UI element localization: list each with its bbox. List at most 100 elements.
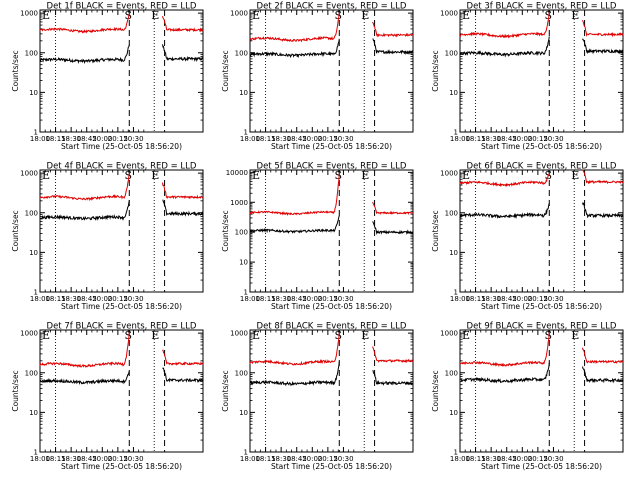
y-tick-label: 10 [239,409,248,417]
marker-e2-label: E [151,169,159,182]
y-tick-label: 1000 [230,330,248,338]
series-line-pre-lld [249,332,340,366]
x-tick-label: 18:30 [481,135,501,143]
y-tick-label: 10000 [226,169,248,177]
x-tick-label: 20:30 [123,455,143,463]
plot-frame [459,9,624,133]
y-axis-label: Counts/sec [221,370,230,411]
y-tick-label: 1 [244,449,248,457]
chart-title: Det 3f BLACK = Events, RED = LLD [467,2,617,12]
x-tick-label: 20:00 [302,135,322,143]
marker-e-label: E [42,329,50,342]
series-line-post-events [162,199,204,217]
series-line-post-lld [162,349,204,366]
y-tick-label: 1000 [440,10,458,18]
x-tick-label: 18:15 [255,455,275,463]
y-tick-label: 100 [445,49,458,57]
x-tick-label: 18:15 [45,455,65,463]
marker-e-label: E [462,9,470,22]
marker-e-label: E [252,169,260,182]
series-line-post-events [372,38,414,56]
series-line-pre-events [39,44,130,65]
y-axis-label: Counts/sec [431,210,440,251]
x-tick-label: 18:00 [240,455,260,463]
chart-title: Det 1f BLACK = Events, RED = LLD [47,2,197,12]
chart-panel-4: Det 4f BLACK = Events, RED = LLD 1 10 100 10… [11,162,204,311]
series-line-post-events [582,366,624,384]
y-tick-label: 10 [239,259,248,267]
y-tick-label: 1 [454,129,458,137]
y-tick-label: 100 [445,369,458,377]
series-line-pre-lld [39,332,130,369]
marker-s-label: S [545,9,553,22]
marker-e-label: E [42,9,50,22]
plot-frame [249,329,414,453]
series-line-post-lld [372,346,414,364]
marker-s-label: S [335,9,343,22]
marker-e-label: E [462,169,470,182]
marker-e2-label: E [361,9,369,22]
x-tick-label: 20:15 [528,135,548,143]
plot-frame [39,9,204,133]
x-tick-label: 18:45 [497,135,517,143]
series-line-post-lld [582,347,624,365]
y-tick-label: 100 [235,229,248,237]
x-tick-label: 20:30 [123,295,143,303]
x-tick-label: 18:00 [30,135,50,143]
series-line-pre-lld [459,173,550,188]
x-tick-label: 18:00 [450,295,470,303]
x-tick-label: 18:30 [271,135,291,143]
series-line-pre-lld [39,173,130,202]
chart-panel-2: Det 2f BLACK = Events, RED = LLD 1 10 100 10… [221,2,414,151]
x-tick-label: 18:30 [481,295,501,303]
marker-e2-label: E [571,329,579,342]
x-tick-label: 18:45 [77,455,97,463]
x-tick-label: 18:00 [240,135,260,143]
y-tick-label: 10 [449,409,458,417]
x-tick-label: 18:15 [255,295,275,303]
x-tick-label: 18:30 [61,455,81,463]
series-line-pre-events [39,371,130,385]
y-tick-label: 1 [34,129,38,137]
x-tick-label: 20:15 [318,135,338,143]
series-line-pre-lld [459,12,550,39]
x-tick-label: 20:15 [528,295,548,303]
y-tick-label: 1 [454,289,458,297]
y-axis-label: Counts/sec [11,50,20,91]
x-tick-label: 20:15 [318,455,338,463]
series-line-pre-events [249,361,340,387]
y-tick-label: 1 [34,449,38,457]
series-line-post-lld [162,15,203,33]
x-tick-label: 18:15 [465,135,485,143]
y-axis-label: Counts/sec [221,210,230,251]
x-axis-label: Start Time (25-Oct-05 18:56:20) [61,462,182,471]
marker-s-label: S [335,169,343,182]
x-tick-label: 18:45 [77,135,97,143]
y-tick-label: 1000 [230,10,248,18]
x-tick-label: 18:30 [61,295,81,303]
chart-panel-5: Det 5f BLACK = Events, RED = LLD 1 10 100 10… [221,162,414,311]
y-tick-label: 1 [454,449,458,457]
series-line-pre-lld [39,13,130,34]
series-line-pre-events [39,200,130,222]
plot-frame [459,169,624,293]
series-line-post-events [582,202,624,219]
series-line-pre-events [249,38,340,59]
y-tick-label: 10 [449,249,458,257]
marker-e2-label: E [571,9,579,22]
y-tick-label: 1000 [20,10,38,18]
y-tick-label: 10 [29,249,38,257]
series-line-post-events [582,38,624,55]
x-tick-label: 18:30 [481,455,501,463]
x-tick-label: 20:30 [543,135,563,143]
x-tick-label: 18:00 [450,135,470,143]
series-line-pre-events [459,362,550,384]
x-tick-label: 18:00 [30,455,50,463]
y-axis-label: Counts/sec [431,370,440,411]
y-tick-label: 1000 [230,199,248,207]
x-tick-label: 18:45 [287,455,307,463]
y-tick-label: 1000 [20,330,38,338]
y-tick-label: 1 [244,289,248,297]
series-line-post-lld [372,21,414,38]
